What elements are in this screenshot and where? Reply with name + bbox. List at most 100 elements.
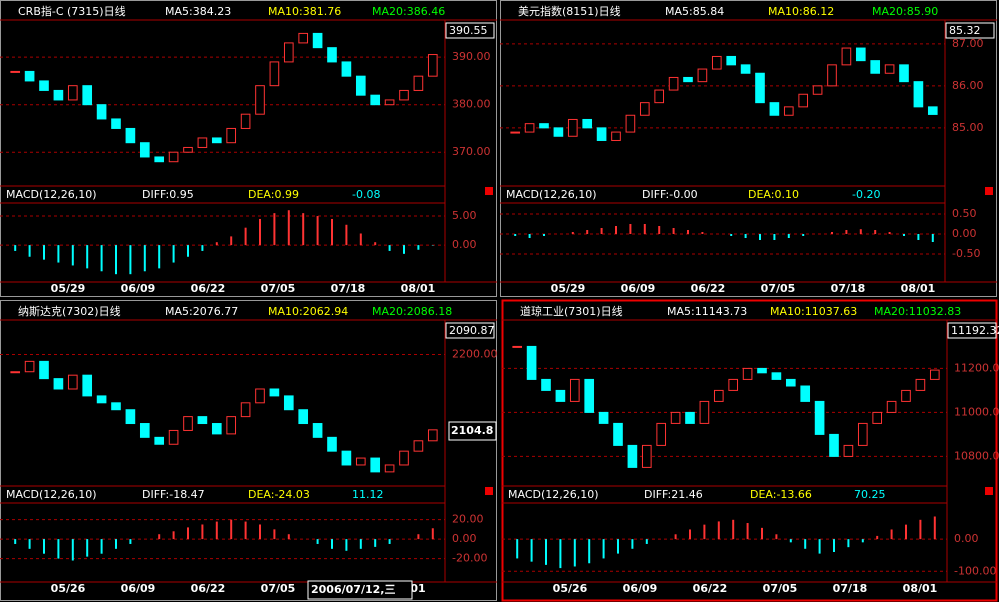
y-tick-label: 390.00 <box>452 50 491 63</box>
ma20-label: MA20:11032.83 <box>874 305 961 318</box>
candle <box>627 444 638 468</box>
panel-title: CRB指-C (7315)日线 <box>18 4 126 18</box>
candle <box>255 85 265 115</box>
panel[interactable] <box>501 299 998 602</box>
ma10-label: MA10:86.12 <box>768 5 834 18</box>
candle <box>82 85 93 106</box>
ma5-label: MA5:11143.73 <box>667 305 747 318</box>
ma5-label: MA5:2076.77 <box>165 305 238 318</box>
candle <box>399 89 409 101</box>
candle <box>827 64 837 87</box>
macd-label: MACD(12,26,10) <box>6 488 97 501</box>
candle <box>39 80 49 91</box>
candle <box>125 409 136 425</box>
last-price: 390.55 <box>449 24 488 37</box>
marker <box>985 187 993 195</box>
candle <box>567 118 578 137</box>
candle <box>125 127 136 144</box>
candle <box>726 55 737 66</box>
candle <box>639 102 650 116</box>
candle <box>298 32 309 44</box>
candle <box>641 444 652 468</box>
candle <box>755 72 765 104</box>
macd-dea: DEA:0.99 <box>248 188 299 201</box>
candle <box>341 61 352 77</box>
candle <box>283 42 294 63</box>
candle <box>154 436 165 445</box>
candle <box>168 151 179 163</box>
last-price-box <box>947 322 997 339</box>
side-box <box>448 421 497 441</box>
candle <box>555 389 566 402</box>
candle <box>327 436 337 452</box>
macd-dea: DEA:-24.03 <box>248 488 310 501</box>
y-tick-label: 380.00 <box>452 98 491 111</box>
ma20-label: MA20:386.46 <box>372 5 445 18</box>
candle <box>10 371 21 374</box>
candle <box>783 106 794 116</box>
candle <box>413 440 424 452</box>
candle <box>226 127 237 144</box>
candle <box>269 61 280 87</box>
candle <box>427 429 438 442</box>
candle <box>654 89 665 104</box>
candle <box>812 85 823 95</box>
panel[interactable] <box>500 0 997 297</box>
y-tick-label: 10800.00 <box>954 449 999 462</box>
candle <box>413 75 424 91</box>
candle <box>255 388 265 404</box>
date-label: 07/18 <box>331 282 366 295</box>
candle <box>929 369 940 380</box>
date-label: 06/09 <box>623 582 658 595</box>
candle <box>154 156 165 163</box>
candle <box>370 457 381 473</box>
candle <box>384 99 395 106</box>
date-label: 08/01 <box>901 282 936 295</box>
candle <box>798 93 809 108</box>
candle <box>771 372 782 380</box>
candle <box>197 137 208 148</box>
candle <box>625 114 636 133</box>
candle <box>240 113 251 129</box>
candle <box>886 400 897 413</box>
macd-diff: DIFF:0.95 <box>142 188 194 201</box>
candle <box>872 411 883 424</box>
candle <box>139 142 150 158</box>
candle <box>713 389 724 402</box>
candle <box>24 360 35 373</box>
panel[interactable] <box>0 0 497 297</box>
candle <box>541 378 551 391</box>
candle <box>399 450 409 466</box>
macd-dea: DEA:0.10 <box>748 188 799 201</box>
candle <box>699 400 710 424</box>
date-label: 06/22 <box>693 582 728 595</box>
date-label: 07/18 <box>831 282 866 295</box>
candle <box>584 378 595 413</box>
date-label: 07/05 <box>261 282 296 295</box>
panel-title: 纳斯达克(7302)日线 <box>18 304 121 318</box>
y-tick-label: 370.00 <box>452 145 491 158</box>
candle <box>111 402 121 411</box>
candle <box>569 378 580 402</box>
candle <box>740 64 751 74</box>
candle <box>843 444 854 457</box>
y-tick-label: 87.00 <box>952 37 984 50</box>
candle <box>685 411 695 424</box>
candle <box>269 388 280 397</box>
panel[interactable] <box>0 300 497 601</box>
cursor-box <box>307 580 413 600</box>
candle <box>312 32 323 49</box>
candle <box>769 102 780 116</box>
candle <box>10 70 21 73</box>
macd-value: 70.25 <box>854 488 886 501</box>
candle <box>539 123 549 129</box>
macd-diff: DIFF:21.46 <box>644 488 703 501</box>
macd-diff: DIFF:-18.47 <box>142 488 205 501</box>
candle <box>800 385 811 402</box>
date-label: 05/29 <box>51 282 86 295</box>
date-label: 07/05 <box>261 582 296 595</box>
y-tick-label: 11000.00 <box>954 405 999 418</box>
date-label: 06/09 <box>121 582 156 595</box>
candle <box>670 411 681 424</box>
candle <box>39 360 49 380</box>
